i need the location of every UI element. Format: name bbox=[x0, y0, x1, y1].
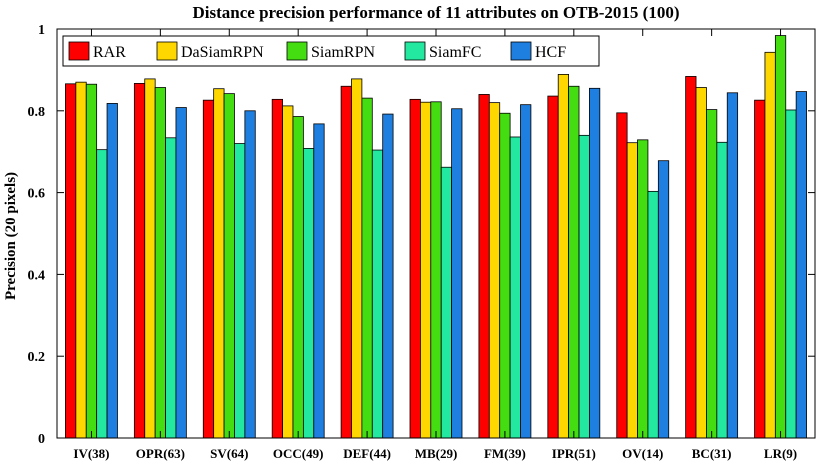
bar-siamfc-2 bbox=[234, 143, 246, 439]
legend-swatch-rar bbox=[68, 41, 90, 61]
bar-siamrpn-0 bbox=[85, 83, 98, 439]
legend-label-dasiamrpn: DaSiamRPN bbox=[181, 44, 264, 61]
bar-siamfc-0 bbox=[96, 149, 108, 439]
x-tick-label: DEF(44) bbox=[343, 446, 391, 461]
bar-dasiamrpn-3 bbox=[282, 105, 294, 439]
bar-dasiamrpn-2 bbox=[213, 88, 225, 439]
x-tick-label: IV(38) bbox=[73, 446, 109, 461]
x-tick-label: FM(39) bbox=[484, 446, 526, 461]
bar-rar-1 bbox=[133, 83, 146, 439]
legend-label-siamfc: SiamFC bbox=[429, 44, 481, 61]
x-tick-label: OCC(49) bbox=[273, 446, 324, 461]
bar-hcf-3 bbox=[313, 123, 325, 439]
bar-hcf-2 bbox=[244, 110, 256, 439]
x-tick-label: BC(31) bbox=[692, 446, 732, 461]
y-tick-label: 0.6 bbox=[28, 187, 46, 202]
bar-siamrpn-10 bbox=[774, 35, 787, 439]
bar-hcf-1 bbox=[175, 107, 187, 439]
legend-label-hcf: HCF bbox=[535, 44, 566, 61]
bar-siamfc-5 bbox=[440, 166, 453, 439]
legend: RAR DaSiamRPN SiamRPN SiamFC HCF bbox=[62, 35, 600, 67]
bar-siamrpn-6 bbox=[499, 112, 511, 439]
y-tick-label: 1 bbox=[38, 23, 45, 38]
y-axis-label: Precision (20 pixels) bbox=[3, 172, 19, 300]
bar-dasiamrpn-5 bbox=[419, 101, 432, 439]
bar-siamrpn-4 bbox=[361, 97, 373, 439]
legend-swatch-siamrpn bbox=[286, 41, 308, 61]
bar-siamrpn-2 bbox=[223, 93, 235, 439]
bar-siamrpn-7 bbox=[568, 85, 580, 439]
y-tick-label: 0 bbox=[38, 432, 45, 447]
chart-title: Distance precision performance of 11 att… bbox=[193, 3, 680, 22]
y-tick-label: 0.4 bbox=[28, 268, 46, 283]
bar-rar-2 bbox=[202, 99, 215, 439]
bar-hcf-9 bbox=[726, 92, 739, 439]
legend-label-rar: RAR bbox=[93, 44, 126, 61]
bar-siamfc-6 bbox=[509, 136, 521, 439]
legend-swatch-siamfc bbox=[404, 41, 426, 61]
legend-label-siamrpn: SiamRPN bbox=[311, 44, 375, 61]
x-tick-label: MB(29) bbox=[415, 446, 458, 461]
bar-dasiamrpn-7 bbox=[557, 74, 570, 439]
legend-swatch-hcf bbox=[510, 41, 532, 61]
bar-rar-0 bbox=[65, 83, 77, 439]
bar-hcf-8 bbox=[657, 160, 670, 439]
y-tick-label: 0.8 bbox=[28, 105, 46, 120]
bar-rar-6 bbox=[478, 94, 490, 439]
bar-siamrpn-9 bbox=[706, 109, 718, 439]
bar-dasiamrpn-6 bbox=[488, 102, 501, 439]
bar-dasiamrpn-1 bbox=[144, 78, 156, 439]
bar-hcf-10 bbox=[795, 91, 807, 439]
bar-siamfc-1 bbox=[165, 137, 177, 439]
bar-siamfc-10 bbox=[785, 109, 797, 439]
bar-hcf-0 bbox=[106, 103, 118, 439]
bar-siamrpn-5 bbox=[430, 101, 442, 439]
x-tick-label: SV(64) bbox=[210, 446, 248, 461]
axes: 0 0.2 0.4 0.6 0.8 1 IV(38) OPR(63) SV(64) OCC(49)… bbox=[28, 23, 816, 461]
x-tick-label: OPR(63) bbox=[136, 446, 185, 461]
bar-siamrpn-8 bbox=[637, 139, 649, 439]
bar-dasiamrpn-4 bbox=[351, 78, 363, 439]
bar-siamfc-8 bbox=[647, 190, 659, 439]
bar-dasiamrpn-0 bbox=[75, 81, 87, 439]
legend-swatch-dasiamrpn bbox=[156, 41, 178, 61]
bar-rar-3 bbox=[271, 98, 283, 439]
x-tick-label: OV(14) bbox=[622, 446, 663, 461]
bar-dasiamrpn-9 bbox=[695, 87, 707, 439]
bar-hcf-6 bbox=[520, 104, 532, 439]
bar-hcf-5 bbox=[451, 108, 463, 439]
bar-rar-5 bbox=[409, 98, 421, 439]
x-tick-label: LR(9) bbox=[764, 446, 797, 461]
bar-siamrpn-1 bbox=[154, 87, 166, 439]
bar-siamrpn-3 bbox=[292, 116, 304, 439]
bar-siamfc-3 bbox=[302, 148, 315, 439]
x-tick-label: IPR(51) bbox=[552, 446, 596, 461]
bar-dasiamrpn-8 bbox=[626, 142, 638, 439]
bar-rar-8 bbox=[616, 112, 628, 439]
bar-dasiamrpn-10 bbox=[764, 51, 776, 439]
bar-siamfc-9 bbox=[716, 141, 728, 439]
y-tick-label: 0.2 bbox=[28, 350, 46, 365]
bar-rar-10 bbox=[754, 99, 766, 439]
bar-hcf-7 bbox=[589, 87, 601, 439]
bar-rar-4 bbox=[340, 85, 352, 439]
bar-siamfc-4 bbox=[371, 149, 384, 439]
bar-hcf-4 bbox=[382, 113, 394, 439]
bar-rar-7 bbox=[547, 95, 559, 439]
legend-box bbox=[62, 35, 600, 67]
bar-siamfc-7 bbox=[578, 134, 590, 439]
bar-rar-9 bbox=[685, 76, 697, 439]
